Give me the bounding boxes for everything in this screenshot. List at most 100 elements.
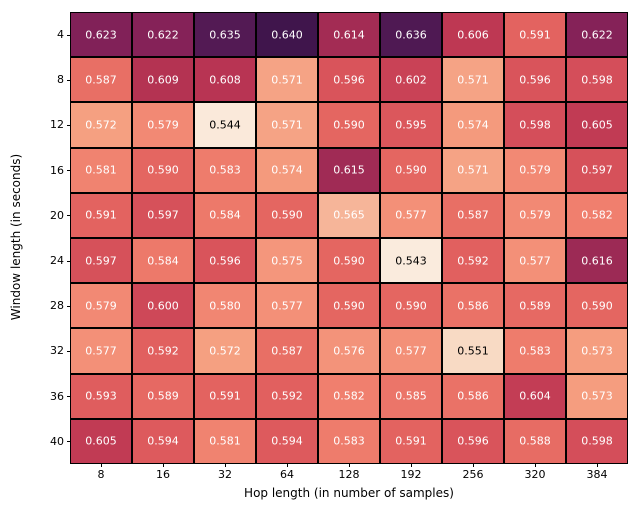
heatmap-cell: 0.579 bbox=[132, 102, 194, 147]
heatmap-cell: 0.577 bbox=[70, 328, 132, 373]
heatmap-cell-value: 0.573 bbox=[581, 390, 613, 403]
heatmap-cell-value: 0.589 bbox=[519, 299, 551, 312]
y-axis-label: Window length (in seconds) bbox=[9, 137, 23, 337]
heatmap-row: 0.5970.5840.5960.5750.5900.5430.5920.577… bbox=[70, 238, 628, 283]
heatmap-cell-value: 0.596 bbox=[333, 73, 365, 86]
heatmap-cell: 0.594 bbox=[132, 419, 194, 464]
heatmap-cell: 0.584 bbox=[194, 193, 256, 238]
heatmap-cell: 0.571 bbox=[256, 102, 318, 147]
y-tick-label: 36 bbox=[0, 374, 64, 419]
heatmap-cell-value: 0.596 bbox=[519, 73, 551, 86]
heatmap-cell-value: 0.571 bbox=[271, 118, 303, 131]
heatmap-cell: 0.580 bbox=[194, 283, 256, 328]
heatmap-cell-value: 0.571 bbox=[457, 73, 489, 86]
heatmap-cell-value: 0.574 bbox=[457, 118, 489, 131]
heatmap-cell-value: 0.590 bbox=[147, 164, 179, 177]
heatmap-cell: 0.577 bbox=[380, 328, 442, 373]
x-tick-mark bbox=[380, 464, 442, 467]
heatmap-cell: 0.579 bbox=[504, 148, 566, 193]
heatmap-cell: 0.592 bbox=[132, 328, 194, 373]
heatmap-cell-value: 0.572 bbox=[85, 118, 117, 131]
heatmap-cell: 0.615 bbox=[318, 148, 380, 193]
x-tick-mark bbox=[442, 464, 504, 467]
y-tick-mark bbox=[67, 193, 70, 238]
heatmap-cell: 0.584 bbox=[132, 238, 194, 283]
heatmap-grid: 0.6230.6220.6350.6400.6140.6360.6060.591… bbox=[70, 12, 628, 464]
heatmap-cell-value: 0.614 bbox=[333, 28, 365, 41]
heatmap-cell: 0.592 bbox=[442, 238, 504, 283]
x-axis-label: Hop length (in number of samples) bbox=[70, 486, 628, 500]
heatmap-cell-value: 0.590 bbox=[581, 299, 613, 312]
heatmap-figure: 0.6230.6220.6350.6400.6140.6360.6060.591… bbox=[0, 0, 640, 518]
heatmap-cell-value: 0.571 bbox=[457, 164, 489, 177]
heatmap-cell-value: 0.590 bbox=[333, 118, 365, 131]
x-tick-mark bbox=[504, 464, 566, 467]
heatmap-cell-value: 0.622 bbox=[581, 28, 613, 41]
heatmap-cell-value: 0.592 bbox=[271, 390, 303, 403]
heatmap-cell-value: 0.579 bbox=[519, 164, 551, 177]
heatmap-row: 0.5910.5970.5840.5900.5650.5770.5870.579… bbox=[70, 193, 628, 238]
heatmap-cell-value: 0.590 bbox=[395, 299, 427, 312]
x-tick-label: 320 bbox=[504, 468, 566, 481]
heatmap-cell: 0.551 bbox=[442, 328, 504, 373]
heatmap-cell-value: 0.577 bbox=[519, 254, 551, 267]
heatmap-row: 0.6050.5940.5810.5940.5830.5910.5960.588… bbox=[70, 419, 628, 464]
y-tick-mark bbox=[67, 148, 70, 193]
heatmap-cell-value: 0.582 bbox=[581, 209, 613, 222]
x-tick-label: 16 bbox=[132, 468, 194, 481]
heatmap-cell-value: 0.579 bbox=[519, 209, 551, 222]
heatmap-cell-value: 0.622 bbox=[147, 28, 179, 41]
y-tick-mark bbox=[67, 57, 70, 102]
heatmap-cell-value: 0.565 bbox=[333, 209, 365, 222]
heatmap-cell: 0.573 bbox=[566, 374, 628, 419]
heatmap-cell-value: 0.551 bbox=[457, 344, 489, 357]
y-tick-label: 40 bbox=[0, 419, 64, 464]
x-tick-label: 192 bbox=[380, 468, 442, 481]
heatmap-cell: 0.590 bbox=[380, 283, 442, 328]
heatmap-cell: 0.590 bbox=[380, 148, 442, 193]
heatmap-cell-value: 0.573 bbox=[581, 344, 613, 357]
x-tick-mark bbox=[132, 464, 194, 467]
heatmap-cell-value: 0.589 bbox=[147, 390, 179, 403]
x-tick-label: 64 bbox=[256, 468, 318, 481]
heatmap-cell-value: 0.543 bbox=[395, 254, 427, 267]
heatmap-cell-value: 0.572 bbox=[209, 344, 241, 357]
heatmap-cell-value: 0.606 bbox=[457, 28, 489, 41]
heatmap-cell: 0.604 bbox=[504, 374, 566, 419]
heatmap-cell: 0.579 bbox=[70, 283, 132, 328]
heatmap-cell: 0.598 bbox=[504, 102, 566, 147]
heatmap-cell: 0.577 bbox=[380, 193, 442, 238]
heatmap-cell-value: 0.581 bbox=[85, 164, 117, 177]
heatmap-cell: 0.590 bbox=[318, 238, 380, 283]
heatmap-row: 0.5810.5900.5830.5740.6150.5900.5710.579… bbox=[70, 148, 628, 193]
y-tick-mark bbox=[67, 328, 70, 373]
heatmap-cell: 0.586 bbox=[442, 374, 504, 419]
heatmap-cell: 0.589 bbox=[504, 283, 566, 328]
heatmap-cell-value: 0.584 bbox=[147, 254, 179, 267]
heatmap-cell: 0.636 bbox=[380, 12, 442, 57]
heatmap-cell: 0.586 bbox=[442, 283, 504, 328]
heatmap-cell-value: 0.605 bbox=[581, 118, 613, 131]
heatmap-cell: 0.572 bbox=[194, 328, 256, 373]
x-tick-label: 32 bbox=[194, 468, 256, 481]
y-tick-mark bbox=[67, 374, 70, 419]
heatmap-cell-value: 0.592 bbox=[147, 344, 179, 357]
heatmap-cell: 0.596 bbox=[318, 57, 380, 102]
x-tick-label: 256 bbox=[442, 468, 504, 481]
x-tick-mark bbox=[256, 464, 318, 467]
heatmap-cell-value: 0.608 bbox=[209, 73, 241, 86]
heatmap-cell-value: 0.586 bbox=[457, 390, 489, 403]
heatmap-cell-value: 0.588 bbox=[519, 435, 551, 448]
heatmap-cell: 0.544 bbox=[194, 102, 256, 147]
x-tick-mark bbox=[566, 464, 628, 467]
heatmap-cell-value: 0.598 bbox=[581, 73, 613, 86]
heatmap-cell-value: 0.592 bbox=[457, 254, 489, 267]
heatmap-cell-value: 0.583 bbox=[333, 435, 365, 448]
heatmap-cell: 0.605 bbox=[566, 102, 628, 147]
heatmap-cell: 0.575 bbox=[256, 238, 318, 283]
heatmap-cell-value: 0.576 bbox=[333, 344, 365, 357]
heatmap-row: 0.5770.5920.5720.5870.5760.5770.5510.583… bbox=[70, 328, 628, 373]
heatmap-cell-value: 0.597 bbox=[147, 209, 179, 222]
heatmap-cell: 0.574 bbox=[256, 148, 318, 193]
heatmap-cell: 0.597 bbox=[132, 193, 194, 238]
